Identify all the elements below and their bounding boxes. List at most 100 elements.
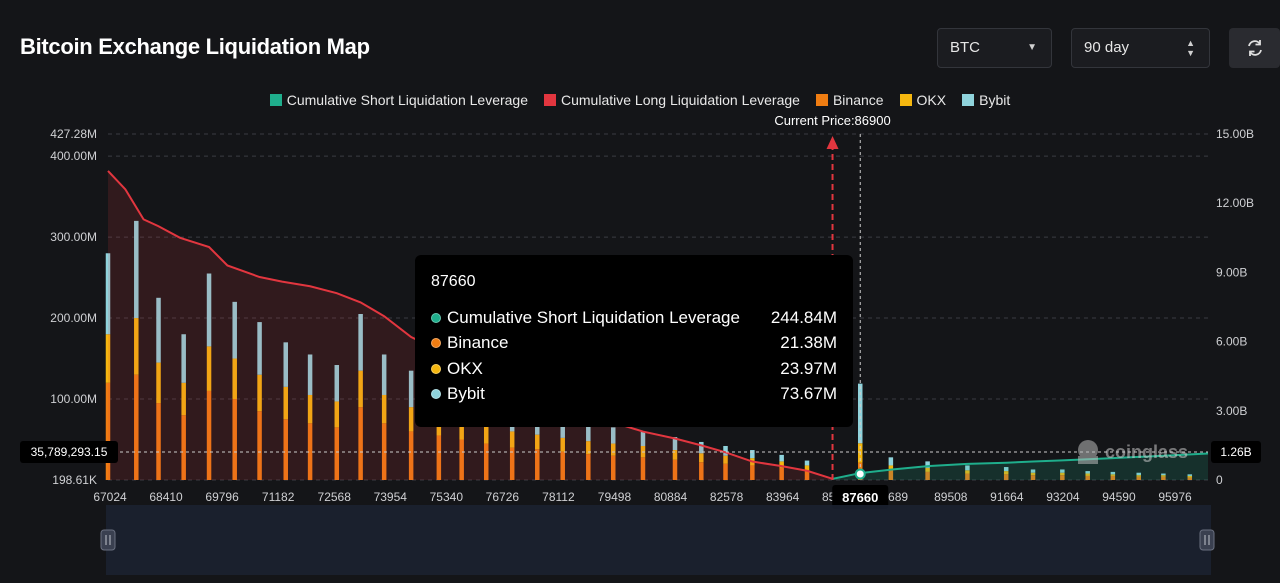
legend-label: Cumulative Long Liquidation Leverage [561,92,800,108]
tooltip-series-name: Bybit [447,384,485,404]
bar-okx [965,470,970,474]
bar-okx [483,425,489,444]
bar-bybit [640,431,646,446]
legend-label: Cumulative Short Liquidation Leverage [286,92,528,108]
tooltip-row: OKX 23.97M [431,356,837,382]
bar-okx [888,465,894,471]
right-axis-tick-label: 6.00B [1216,335,1247,349]
legend-item[interactable]: Binance [815,92,884,108]
bar-binance [1085,475,1090,480]
bar-bybit [105,253,111,335]
coinglass-watermark-text: coinglass [1105,442,1188,462]
legend-item[interactable]: OKX [899,92,947,108]
bar-binance [1110,475,1116,480]
zoom-handle-right-body [1199,529,1215,551]
crosshair-right-label-box [1211,441,1261,463]
bar-okx [307,394,313,424]
x-axis-tick-label: 93204 [1046,490,1080,504]
bar-bybit [408,370,414,408]
coin-select[interactable]: BTC ▼ [937,28,1052,68]
tooltip-series-value: 21.38M [780,333,837,353]
tooltip-row: Bybit 73.67M [431,382,837,408]
x-axis-tick-label: 80884 [654,490,688,504]
bar-binance [925,471,930,480]
bar-bybit [283,342,288,387]
bar-bybit [381,354,387,395]
bar-okx [283,386,288,420]
bar-bybit [560,417,565,438]
left-axis-tick-label: 400.00M [50,149,97,163]
zoom-slider-track [106,505,1211,575]
bar-binance [105,382,111,480]
bar-okx [459,419,464,440]
legend-item[interactable]: Cumulative Short Liquidation Leverage [269,92,528,108]
bar-bybit [257,322,262,375]
tooltip-dot [431,312,441,323]
bar-binance [408,431,414,480]
bar-bybit [750,450,755,459]
bar-bybit [1136,472,1141,476]
bar-okx [672,450,678,460]
bar-binance [1136,476,1141,480]
range-select-value: 90 day [1084,39,1130,56]
bar-bybit [779,454,784,462]
bar-binance [965,473,970,480]
bar-binance [483,443,489,480]
tooltip-series-name: OKX [447,358,483,378]
legend-swatch [269,94,282,106]
zoom-handle-right[interactable] [1199,529,1215,551]
bar-bybit [610,427,616,444]
range-select[interactable]: 90 day ▲ ▼ [1071,28,1210,68]
bar-binance [1060,475,1065,480]
bar-binance [206,390,212,480]
bar-okx [779,461,784,468]
tooltip-series-value: 244.84M [770,307,837,327]
bar-bybit [1003,467,1009,472]
legend-item[interactable]: Cumulative Long Liquidation Leverage [544,92,800,108]
bar-okx [560,437,565,452]
bar-binance [1030,475,1036,480]
tooltip-row: Cumulative Short Liquidation Leverage 244… [431,305,837,331]
refresh-icon [1247,40,1262,56]
right-axis-tick-label: 0 [1216,473,1223,487]
updown-icon: ▲ ▼ [1186,38,1195,58]
tooltip-title: 87660 [431,273,476,290]
legend-swatch [899,94,912,106]
bar-binance [888,470,894,480]
refresh-button[interactable] [1229,28,1280,68]
tooltip-series-name: Cumulative Short Liquidation Leverage [447,307,740,327]
x-axis-tick-label: 72568 [318,490,352,504]
crosshair-y-label-box [20,441,118,463]
bar-bybit [307,354,313,395]
bar-binance [181,415,186,480]
bar-bybit [699,441,704,454]
x-axis-tick-label: 94590 [1102,490,1136,504]
zoom-handle-left[interactable] [100,529,116,551]
x-axis-tick-label: 78112 [542,490,575,504]
bar-bybit [723,445,728,456]
legend-swatch [962,94,975,106]
legend-item[interactable]: Bybit [962,92,1010,108]
current-price-arrow [826,136,839,149]
bar-binance [257,411,262,480]
bar-binance [436,435,442,480]
bar-okx [1060,472,1065,476]
tooltip-row: Binance 21.38M [431,331,837,357]
legend-label: OKX [916,92,947,108]
bar-okx [1085,473,1090,476]
bar-binance [1187,477,1193,480]
bar-bybit [134,220,139,319]
bar-okx [509,431,515,448]
bar-binance [1161,476,1166,480]
crosshair-x-label-box [832,485,889,509]
bar-binance [586,454,591,480]
tooltip-series-value: 73.67M [780,384,837,404]
bar-bybit [888,457,894,466]
bar-binance [134,374,139,480]
right-axis-tick-label: 12.00B [1216,196,1254,210]
right-axis-tick-label: 3.00B [1216,404,1247,418]
page-title: Bitcoin Exchange Liquidation Map [20,34,370,59]
bar-okx [699,453,704,463]
left-axis-tick-label: 427.28M [50,127,97,141]
bar-okx [257,374,262,412]
